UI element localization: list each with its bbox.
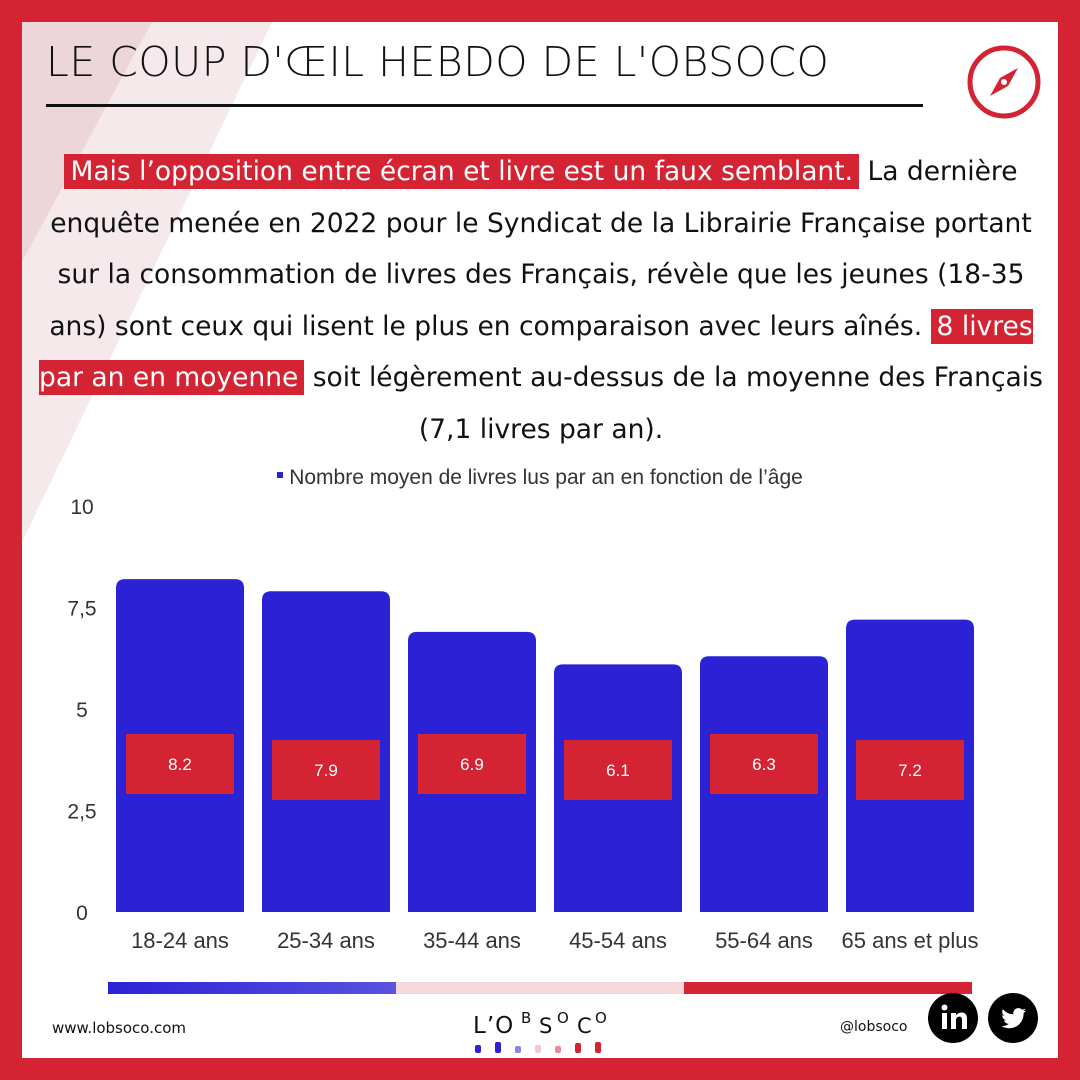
paragraph-text-2: soit légèrement au-dessus de la moyenne …	[304, 362, 1043, 445]
svg-text:O: O	[557, 1009, 569, 1027]
linkedin-icon[interactable]	[928, 993, 978, 1043]
footer-website[interactable]: www.lobsoco.com	[52, 1019, 187, 1037]
twitter-icon[interactable]	[988, 993, 1038, 1043]
page-title: LE COUP D'ŒIL HEBDO DE L'OBSOCO	[46, 38, 830, 86]
chart-legend: Nombre moyen de livres lus par an en fon…	[22, 466, 1058, 490]
y-tick-label: 5	[76, 699, 88, 722]
compass-icon	[967, 45, 1041, 119]
data-label: 6.9	[460, 755, 484, 774]
x-tick-label: 18-24 ans	[131, 928, 229, 953]
svg-text:B: B	[521, 1009, 531, 1027]
legend-label: Nombre moyen de livres lus par an en fon…	[289, 466, 803, 489]
value-label-box	[126, 734, 234, 794]
footer-handle: @lobsoco	[840, 1019, 908, 1035]
lobsoco-logo: L’O B S O C O	[473, 1009, 607, 1053]
value-label-box	[564, 740, 672, 800]
data-label: 8.2	[168, 755, 192, 774]
value-label-box	[710, 734, 818, 794]
x-tick-label: 35-44 ans	[423, 928, 521, 953]
data-label: 6.3	[752, 755, 776, 774]
x-tick-label: 45-54 ans	[569, 928, 667, 953]
intro-paragraph: Mais l’opposition entre écran et livre e…	[32, 146, 1050, 455]
data-label: 7.2	[898, 761, 922, 780]
bar-chart: 0 2,5 5 7,5 10 8.2 18-24 ans 7.9 25-34 ans 6.9 35-…	[67, 496, 979, 994]
x-tick-label: 25-34 ans	[277, 928, 375, 953]
x-tick-label: 65 ans et plus	[842, 928, 979, 953]
paragraph-text-1: La dernière enquête menée en 2022 pour l…	[49, 156, 1032, 342]
post-card: LE COUP D'ŒIL HEBDO DE L'OBSOCO Mais l’o…	[22, 22, 1058, 1058]
stripe-blue	[108, 982, 396, 994]
svg-text:O: O	[595, 1009, 607, 1027]
y-tick-label: 2,5	[67, 801, 96, 824]
stripe-red	[684, 982, 972, 994]
legend-swatch	[277, 472, 284, 479]
data-label: 7.9	[314, 761, 338, 780]
svg-text:S: S	[539, 1014, 552, 1038]
highlight-faux-semblant: Mais l’opposition entre écran et livre e…	[64, 154, 860, 189]
value-label-box	[418, 734, 526, 794]
value-label-box	[272, 740, 380, 800]
y-tick-label: 0	[76, 902, 88, 925]
svg-text:L’O: L’O	[473, 1013, 514, 1039]
svg-text:C: C	[577, 1014, 592, 1038]
stripe-white	[396, 982, 684, 994]
value-label-box	[856, 740, 964, 800]
title-divider	[46, 104, 923, 107]
y-tick-label: 10	[70, 496, 93, 519]
y-tick-label: 7,5	[67, 598, 96, 621]
x-tick-label: 55-64 ans	[715, 928, 813, 953]
data-label: 6.1	[606, 761, 630, 780]
